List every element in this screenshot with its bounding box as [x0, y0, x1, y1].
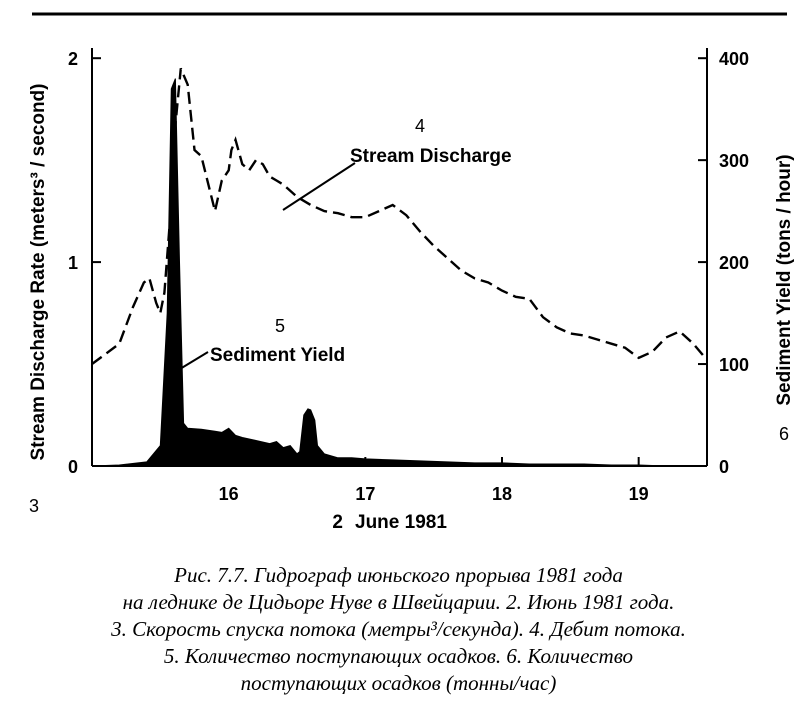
sediment-yield-series	[91, 78, 707, 467]
right-axis-tick-label: 200	[719, 253, 749, 273]
x-axis-title: June 1981	[355, 512, 447, 533]
right-axis-title-number: 6	[779, 424, 789, 444]
left-axis-tick-label: 1	[68, 253, 78, 273]
caption-line: поступающих осадков (тонны/час)	[240, 671, 557, 695]
right-axis-tick-label: 400	[719, 49, 749, 69]
right-axis-tick-label: 0	[719, 457, 729, 477]
x-axis-tick-label: 18	[492, 484, 512, 504]
caption-line: 3. Скорость спуска потока (метры³/секунд…	[111, 617, 686, 641]
stream-discharge-line	[91, 67, 708, 365]
plot-frame	[91, 48, 708, 467]
stream-discharge-series	[91, 67, 708, 365]
left-axis-tick-label: 2	[68, 49, 78, 69]
x-axis-tick-label: 19	[629, 484, 649, 504]
figure-caption: Рис. 7.7. Гидрограф июньского прорыва 19…	[20, 562, 777, 697]
right-axis-title: Sediment Yield (tons / hour)	[774, 154, 795, 405]
sediment-callout-line	[174, 351, 209, 373]
right-axis-tick-label: 300	[719, 151, 749, 171]
sediment-series-number: 5	[275, 316, 285, 336]
axis-ticks: 0 1 2 0 100 200 300 400 16 17 18 19	[68, 49, 749, 504]
left-axis-tick-label: 0	[68, 457, 78, 477]
sediment-series-label: Sediment Yield	[210, 345, 345, 366]
caption-line: на леднике де Цидьоре Нуве в Швейцарии. …	[122, 590, 675, 614]
x-axis-title-number: 2	[332, 512, 343, 533]
discharge-series-number: 4	[415, 116, 425, 136]
x-axis-tick-label: 17	[355, 484, 375, 504]
discharge-callout-line	[282, 162, 356, 211]
x-axis-tick-label: 16	[219, 484, 239, 504]
caption-line: 5. Количество поступающих осадков. 6. Ко…	[163, 644, 634, 668]
caption-line: Рис. 7.7. Гидрограф июньского прорыва 19…	[174, 563, 623, 587]
right-axis-tick-label: 100	[719, 355, 749, 375]
left-axis-title-number: 3	[29, 496, 39, 516]
discharge-series-label: Stream Discharge	[350, 146, 512, 167]
hydrograph-chart: 0 1 2 0 100 200 300 400 16 17 18 19 4 Stream Discha…	[28, 12, 795, 533]
sediment-yield-area	[91, 78, 707, 467]
left-axis-title: Stream Discharge Rate (meters³ / second)	[28, 84, 49, 461]
